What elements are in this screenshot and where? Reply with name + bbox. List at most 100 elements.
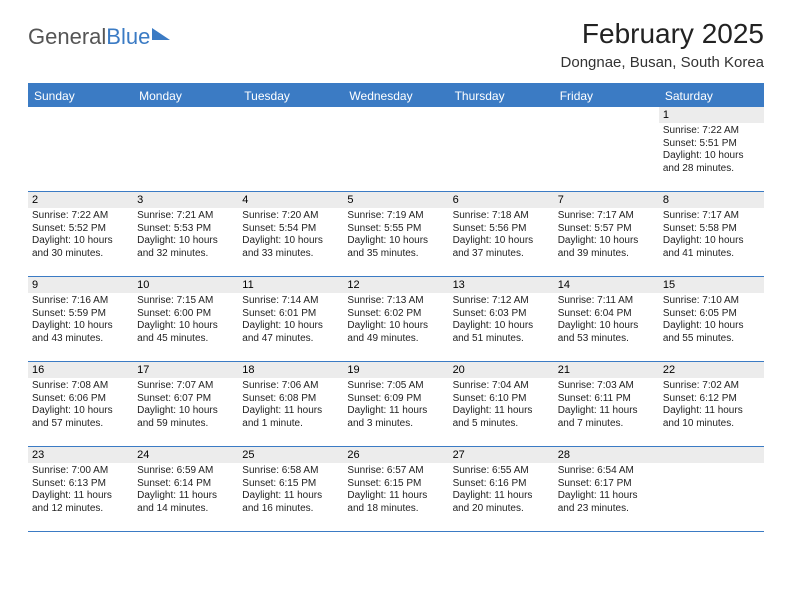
sunset-text: Sunset: 6:03 PM <box>453 308 550 321</box>
cell-body: Sunrise: 7:05 AMSunset: 6:09 PMDaylight:… <box>343 378 448 434</box>
daylight-text: Daylight: 10 hours and 47 minutes. <box>242 320 339 345</box>
day-number: 11 <box>238 277 343 293</box>
sunset-text: Sunset: 6:00 PM <box>137 308 234 321</box>
page-title: February 2025 <box>561 18 764 50</box>
calendar-cell: Sunrise: 6:54 AMSunset: 6:17 PMDaylight:… <box>554 463 659 531</box>
day-number: 3 <box>133 192 238 208</box>
calendar-cell: Sunrise: 7:21 AMSunset: 5:53 PMDaylight:… <box>133 208 238 276</box>
calendar-cell: Sunrise: 6:55 AMSunset: 6:16 PMDaylight:… <box>449 463 554 531</box>
week-row: Sunrise: 7:00 AMSunset: 6:13 PMDaylight:… <box>28 463 764 532</box>
daylight-text: Daylight: 11 hours and 14 minutes. <box>137 490 234 515</box>
day-number: 17 <box>133 362 238 378</box>
daynum-bar: 232425262728 <box>28 447 764 463</box>
cell-body: Sunrise: 7:18 AMSunset: 5:56 PMDaylight:… <box>449 208 554 264</box>
calendar-cell: Sunrise: 7:18 AMSunset: 5:56 PMDaylight:… <box>449 208 554 276</box>
sunrise-text: Sunrise: 7:14 AM <box>242 295 339 308</box>
cell-body: Sunrise: 6:57 AMSunset: 6:15 PMDaylight:… <box>343 463 448 519</box>
sunrise-text: Sunrise: 6:59 AM <box>137 465 234 478</box>
sunrise-text: Sunrise: 7:16 AM <box>32 295 129 308</box>
sunrise-text: Sunrise: 7:11 AM <box>558 295 655 308</box>
sunrise-text: Sunrise: 7:02 AM <box>663 380 760 393</box>
logo-text-1: General <box>28 24 106 50</box>
sunrise-text: Sunrise: 7:08 AM <box>32 380 129 393</box>
calendar-cell: Sunrise: 6:58 AMSunset: 6:15 PMDaylight:… <box>238 463 343 531</box>
day-number: 6 <box>449 192 554 208</box>
week-row: Sunrise: 7:16 AMSunset: 5:59 PM Daylight:… <box>28 293 764 362</box>
daylight-text: Daylight: 11 hours and 10 minutes. <box>663 405 760 430</box>
cell-body: Sunrise: 7:17 AMSunset: 5:58 PMDaylight:… <box>659 208 764 264</box>
daylight-text: Daylight: 11 hours and 20 minutes. <box>453 490 550 515</box>
sunrise-text: Sunrise: 7:22 AM <box>663 125 760 138</box>
calendar-cell <box>28 123 133 191</box>
calendar-cell: Sunrise: 7:10 AMSunset: 6:05 PMDaylight:… <box>659 293 764 361</box>
daylight-text: Daylight: 11 hours and 23 minutes. <box>558 490 655 515</box>
calendar-cell: Sunrise: 7:15 AMSunset: 6:00 PMDaylight:… <box>133 293 238 361</box>
day-number: 10 <box>133 277 238 293</box>
calendar-cell: Sunrise: 7:14 AMSunset: 6:01 PMDaylight:… <box>238 293 343 361</box>
calendar-cell: Sunrise: 7:17 AMSunset: 5:57 PMDaylight:… <box>554 208 659 276</box>
day-number <box>449 107 554 123</box>
day-number: 25 <box>238 447 343 463</box>
day-number: 14 <box>554 277 659 293</box>
day-number: 8 <box>659 192 764 208</box>
calendar-cell: Sunrise: 7:19 AMSunset: 5:55 PMDaylight:… <box>343 208 448 276</box>
sunrise-text: Sunrise: 6:58 AM <box>242 465 339 478</box>
calendar-cell: Sunrise: 7:03 AMSunset: 6:11 PMDaylight:… <box>554 378 659 446</box>
sunset-text: Sunset: 6:09 PM <box>347 393 444 406</box>
day-number: 20 <box>449 362 554 378</box>
daylight-text: Daylight: 10 hours and 35 minutes. <box>347 235 444 260</box>
day-number: 1 <box>659 107 764 123</box>
title-block: February 2025 Dongnae, Busan, South Kore… <box>561 18 764 71</box>
day-number: 15 <box>659 277 764 293</box>
sunrise-text: Sunrise: 7:03 AM <box>558 380 655 393</box>
cell-body: Sunrise: 7:13 AMSunset: 6:02 PMDaylight:… <box>343 293 448 349</box>
daylight-text: Daylight: 10 hours and 55 minutes. <box>663 320 760 345</box>
calendar-cell: Sunrise: 7:16 AMSunset: 5:59 PMDaylight:… <box>28 293 133 361</box>
week-row: Sunrise: 7:08 AMSunset: 6:06 PMDaylight:… <box>28 378 764 447</box>
daylight-text: Daylight: 10 hours and 41 minutes. <box>663 235 760 260</box>
sunset-text: Sunset: 6:01 PM <box>242 308 339 321</box>
sunset-text: Sunset: 6:17 PM <box>558 478 655 491</box>
sunset-text: Sunset: 5:56 PM <box>453 223 550 236</box>
calendar-cell: Sunrise: 7:08 AMSunset: 6:06 PMDaylight:… <box>28 378 133 446</box>
daylight-text: Daylight: 11 hours and 12 minutes. <box>32 490 129 515</box>
daylight-text: Daylight: 10 hours and 33 minutes. <box>242 235 339 260</box>
calendar-cell: Sunrise: 7:04 AMSunset: 6:10 PMDaylight:… <box>449 378 554 446</box>
calendar-cell: Sunrise: 7:22 AMSunset: 5:51 PMDaylight:… <box>659 123 764 191</box>
cell-body: Sunrise: 7:00 AMSunset: 6:13 PMDaylight:… <box>28 463 133 519</box>
cell-body: Sunrise: 7:02 AMSunset: 6:12 PMDaylight:… <box>659 378 764 434</box>
sunset-text: Sunset: 6:08 PM <box>242 393 339 406</box>
daylight-text: Daylight: 11 hours and 18 minutes. <box>347 490 444 515</box>
cell-body: Sunrise: 7:19 AMSunset: 5:55 PMDaylight:… <box>343 208 448 264</box>
daynum-bar: 2345678 <box>28 192 764 208</box>
sunrise-text: Sunrise: 7:21 AM <box>137 210 234 223</box>
cell-body: Sunrise: 6:58 AMSunset: 6:15 PMDaylight:… <box>238 463 343 519</box>
sunrise-text: Sunrise: 7:13 AM <box>347 295 444 308</box>
day-header: Wednesday <box>343 85 448 107</box>
sunrise-text: Sunrise: 6:57 AM <box>347 465 444 478</box>
day-number: 13 <box>449 277 554 293</box>
day-header: Monday <box>133 85 238 107</box>
daylight-text: Daylight: 10 hours and 53 minutes. <box>558 320 655 345</box>
cell-body: Sunrise: 7:03 AMSunset: 6:11 PMDaylight:… <box>554 378 659 434</box>
cell-body: Sunrise: 7:07 AMSunset: 6:07 PMDaylight:… <box>133 378 238 434</box>
calendar-cell: Sunrise: 6:57 AMSunset: 6:15 PMDaylight:… <box>343 463 448 531</box>
sunrise-text: Sunrise: 7:10 AM <box>663 295 760 308</box>
logo: GeneralBlue <box>28 18 170 50</box>
cell-body: Sunrise: 7:10 AMSunset: 6:05 PMDaylight:… <box>659 293 764 349</box>
calendar-cell <box>238 123 343 191</box>
daylight-text: Daylight: 10 hours and 37 minutes. <box>453 235 550 260</box>
sunset-text: Sunset: 6:12 PM <box>663 393 760 406</box>
sunrise-text: Sunrise: 7:12 AM <box>453 295 550 308</box>
sunrise-text: Sunrise: 7:18 AM <box>453 210 550 223</box>
sunset-text: Sunset: 5:59 PM <box>32 308 129 321</box>
sunrise-text: Sunrise: 7:07 AM <box>137 380 234 393</box>
sunset-text: Sunset: 6:16 PM <box>453 478 550 491</box>
day-number: 4 <box>238 192 343 208</box>
cell-body: Sunrise: 7:08 AMSunset: 6:06 PMDaylight:… <box>28 378 133 434</box>
sunset-text: Sunset: 6:05 PM <box>663 308 760 321</box>
calendar-cell: Sunrise: 7:00 AMSunset: 6:13 PMDaylight:… <box>28 463 133 531</box>
daynum-bar: 16171819202122 <box>28 362 764 378</box>
sunrise-text: Sunrise: 7:20 AM <box>242 210 339 223</box>
daylight-text: Daylight: 10 hours and 57 minutes. <box>32 405 129 430</box>
